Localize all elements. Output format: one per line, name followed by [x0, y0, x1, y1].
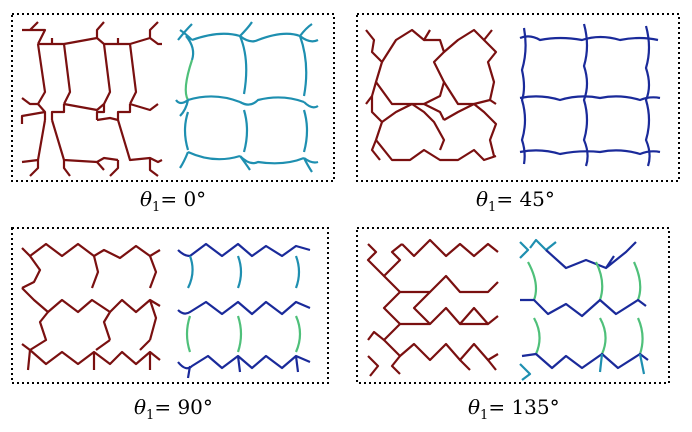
undeformed-lattice [20, 21, 163, 177]
label-theta-45: θ1= 45° [476, 187, 555, 215]
panel-theta-0 [11, 13, 335, 182]
undeformed-lattice [21, 242, 161, 371]
panel-frame [356, 227, 670, 384]
deformed-lattice [175, 21, 319, 173]
deformed-lattice [519, 238, 649, 381]
panel-frame [11, 227, 329, 384]
panel-frame [356, 13, 680, 182]
label-theta-135: θ1= 135° [468, 395, 560, 423]
panel-theta-135 [356, 227, 670, 384]
panel-frame [11, 13, 335, 182]
label-theta-0: θ1= 0° [140, 187, 206, 215]
panel-theta-45 [356, 13, 680, 182]
panel-theta-90 [11, 227, 329, 384]
undeformed-lattice [365, 28, 498, 162]
deformed-lattice [177, 242, 311, 379]
label-theta-90: θ1= 90° [134, 395, 213, 423]
undeformed-lattice [366, 238, 499, 377]
deformed-lattice [519, 23, 661, 167]
